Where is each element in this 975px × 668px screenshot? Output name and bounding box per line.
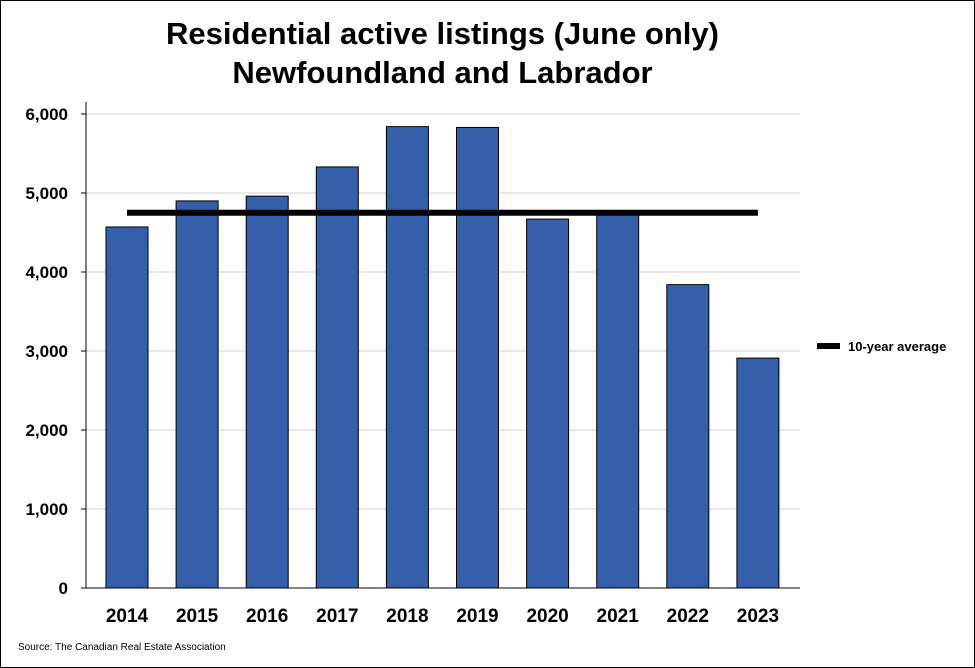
bar-2016 — [245, 195, 289, 589]
x-tick-label: 2020 — [526, 606, 568, 627]
chart-title: Residential active listings (June only) — [166, 16, 719, 51]
bars — [105, 126, 780, 589]
bar-2015 — [175, 200, 219, 589]
y-tick-label: 4,000 — [25, 263, 68, 282]
x-tick-label: 2023 — [737, 606, 779, 627]
x-tick-label: 2015 — [176, 606, 219, 627]
legend-label-10-year-average: 10-year average — [848, 339, 946, 354]
bar-2017 — [315, 166, 359, 589]
x-tick-label: 2017 — [316, 606, 358, 627]
y-tick-label: 3,000 — [25, 342, 68, 361]
x-tick-label: 2022 — [667, 606, 709, 627]
bar-2022 — [666, 284, 710, 589]
x-tick-label: 2018 — [386, 606, 428, 627]
bar-2018 — [385, 126, 429, 589]
chart-title-block: Residential active listings (June only) … — [0, 14, 885, 92]
x-tick-labels: 2014 2015 2016 2017 2018 2019 2020 2021 2022 2023 — [106, 606, 779, 627]
x-tick-label: 2021 — [597, 606, 640, 627]
y-tick-label: 5,000 — [25, 184, 68, 203]
y-tick-label: 0 — [59, 579, 68, 598]
y-tick-labels: 0 1,000 2,000 3,000 4,000 5,000 6,000 — [25, 105, 86, 598]
y-tick-label: 2,000 — [25, 421, 68, 440]
y-tick-label: 6,000 — [25, 105, 68, 124]
x-tick-label: 2019 — [456, 606, 498, 627]
source-note: Source: The Canadian Real Estate Associa… — [18, 642, 226, 653]
bar-2021 — [596, 213, 640, 589]
x-tick-label: 2016 — [246, 606, 288, 627]
bar-2023 — [736, 357, 780, 589]
bar-2019 — [456, 126, 499, 589]
legend: 10-year average — [817, 339, 946, 354]
x-tick-label: 2014 — [106, 606, 149, 627]
bar-2014 — [105, 226, 149, 589]
chart-subtitle: Newfoundland and Labrador — [232, 55, 653, 90]
bar-2020 — [526, 218, 570, 589]
axes — [85, 102, 800, 589]
y-tick-label: 1,000 — [25, 500, 68, 519]
